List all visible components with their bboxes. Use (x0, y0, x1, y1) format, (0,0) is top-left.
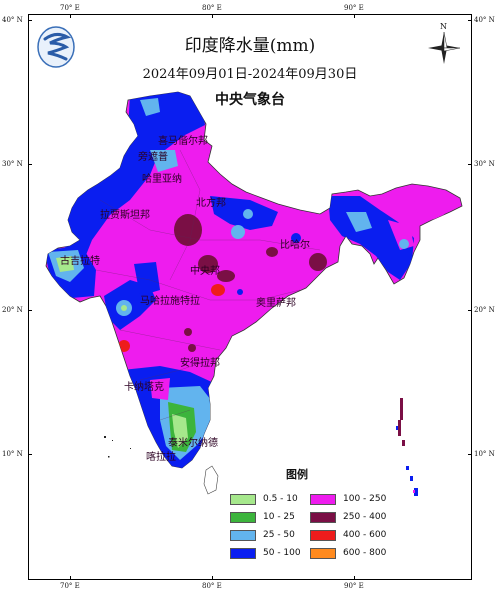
legend-swatch (230, 529, 256, 541)
region-label-tamil: 泰米尔纳德 (168, 438, 218, 449)
legend-label: 250 - 400 (343, 512, 387, 522)
region-label-andhra: 安得拉邦 (180, 358, 220, 369)
top-tick-label: 80° E (202, 4, 222, 12)
legend-item: 50 - 100 (230, 546, 301, 560)
region-label-maharashtra: 马哈拉施特拉 (140, 296, 200, 307)
top-tick-label: 90° E (344, 4, 364, 12)
north-label: N (440, 22, 447, 31)
legend-swatch (230, 493, 256, 505)
tick-mark (354, 576, 355, 580)
legend-label: 100 - 250 (343, 494, 387, 504)
legend-item: 400 - 600 (310, 528, 386, 542)
tick-mark (28, 164, 32, 165)
left-tick-label: 10° N (2, 450, 23, 458)
legend-label: 25 - 50 (263, 530, 295, 540)
region-label-madhya: 中央邦 (190, 266, 220, 277)
left-tick-label: 40° N (2, 16, 23, 24)
legend-swatch (230, 511, 256, 523)
legend: 图例 0.5 - 10 100 - 250 10 - 25 250 - 400 25 -… (222, 466, 400, 566)
tick-mark (212, 576, 213, 580)
legend-swatch (310, 511, 336, 523)
bottom-tick-label: 80° E (202, 582, 222, 590)
region-label-karnataka: 卡纳塔克 (124, 382, 164, 393)
region-label-kerala: 喀拉拉 (146, 452, 176, 463)
legend-item: 600 - 800 (310, 546, 386, 560)
legend-swatch (230, 547, 256, 559)
tick-mark (28, 310, 32, 311)
region-label-rajasthan: 拉贾斯坦邦 (100, 210, 150, 221)
tick-mark (212, 14, 213, 18)
legend-label: 600 - 800 (343, 548, 387, 558)
left-tick-label: 30° N (2, 160, 23, 168)
legend-item: 250 - 400 (310, 510, 386, 524)
north-arrow-icon (428, 31, 461, 64)
region-label-gujarat: 古吉拉特 (60, 256, 100, 267)
legend-swatch (310, 547, 336, 559)
map-title: 印度降水量(mm) (184, 36, 316, 56)
right-tick-label: 40° N (474, 16, 495, 24)
legend-label: 0.5 - 10 (263, 494, 298, 504)
bottom-tick-label: 70° E (60, 582, 80, 590)
tick-mark (354, 14, 355, 18)
region-label-himachal: 喜马偕尔邦 (158, 136, 208, 147)
legend-item: 100 - 250 (310, 492, 386, 506)
legend-label: 50 - 100 (263, 548, 301, 558)
region-label-haryana: 哈里亚纳 (142, 174, 182, 185)
left-tick-label: 20° N (2, 306, 23, 314)
region-label-uttar: 北方邦 (196, 198, 226, 209)
right-tick-label: 10° N (474, 450, 495, 458)
legend-label: 10 - 25 (263, 512, 295, 522)
tick-mark (468, 454, 472, 455)
agency-logo (37, 26, 75, 68)
legend-item: 0.5 - 10 (230, 492, 298, 506)
tick-mark (70, 14, 71, 18)
legend-title: 图例 (286, 468, 308, 481)
tick-mark (70, 576, 71, 580)
tick-mark (28, 20, 32, 21)
legend-item: 25 - 50 (230, 528, 295, 542)
tick-mark (468, 164, 472, 165)
region-label-odisha: 奥里萨邦 (256, 298, 296, 309)
legend-item: 10 - 25 (230, 510, 295, 524)
legend-swatch (310, 529, 336, 541)
legend-label: 400 - 600 (343, 530, 387, 540)
top-tick-label: 70° E (60, 4, 80, 12)
region-label-punjab: 旁遮普 (138, 152, 168, 163)
tick-mark (468, 310, 472, 311)
tick-mark (468, 20, 472, 21)
map-period: 2024年09月01日-2024年09月30日 (142, 67, 358, 82)
tick-mark (28, 454, 32, 455)
bottom-tick-label: 90° E (344, 582, 364, 590)
region-label-bihar: 比哈尔 (280, 240, 310, 251)
right-tick-label: 20° N (474, 306, 495, 314)
legend-swatch (310, 493, 336, 505)
right-tick-label: 30° N (474, 160, 495, 168)
map-agency: 中央气象台 (215, 92, 285, 108)
